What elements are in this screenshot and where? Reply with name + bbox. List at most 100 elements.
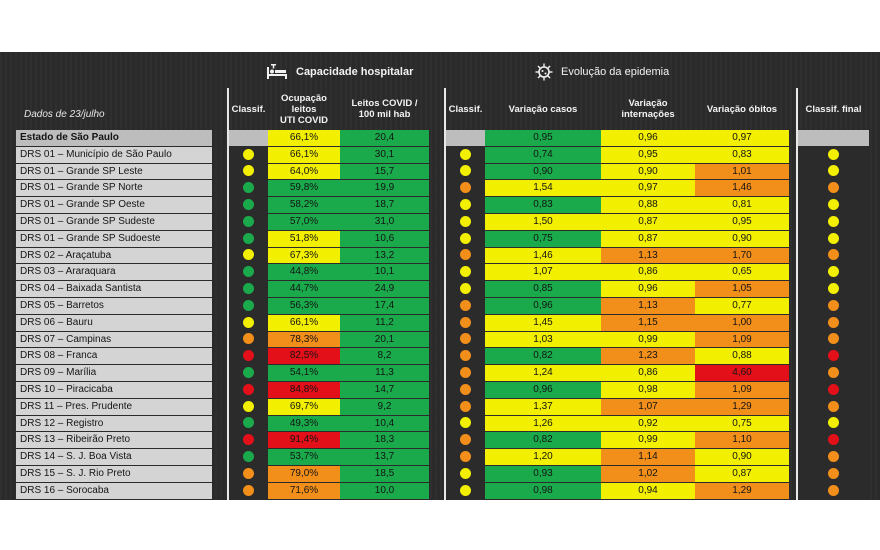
epidemic-classification-dot bbox=[444, 482, 485, 500]
status-dot-orange bbox=[828, 182, 839, 194]
status-dot-orange bbox=[828, 400, 839, 412]
region-name: DRS 06 – Bauru bbox=[16, 314, 212, 332]
beds-per-100k-value: 10,1 bbox=[340, 263, 429, 282]
capacity-classification-dot bbox=[227, 230, 268, 248]
capacity-classification-dot bbox=[227, 263, 268, 282]
final-classification-dot bbox=[796, 179, 869, 198]
status-dot-yellow bbox=[828, 148, 839, 160]
deaths-variation-value: 0,90 bbox=[695, 448, 789, 466]
icu-occupancy-value: 66,1% bbox=[268, 130, 340, 147]
hospitalizations-variation-value: 1,02 bbox=[601, 465, 695, 483]
cases-variation-value: 1,23 bbox=[485, 499, 601, 500]
icu-occupancy-value: 53,7% bbox=[268, 448, 340, 466]
final-classification-dot bbox=[796, 280, 869, 298]
cases-variation-header: Variação casos bbox=[508, 103, 578, 115]
status-dot-yellow bbox=[243, 148, 254, 160]
icu-occupancy-value: 69,7% bbox=[268, 398, 340, 416]
status-dot-orange bbox=[828, 249, 839, 261]
epidemic-classification-dot bbox=[444, 196, 485, 214]
hospitalizations-variation-value: 0,96 bbox=[601, 130, 695, 147]
final-classification-dot bbox=[796, 247, 869, 265]
table-row: DRS 01 – Grande SP Sudeste 57,0% 31,0 1,50 0… bbox=[16, 213, 869, 231]
cases-variation-value: 0,95 bbox=[485, 130, 601, 147]
deaths-variation-value: 0,97 bbox=[695, 130, 789, 147]
deaths-variation-value: 0,65 bbox=[695, 263, 789, 282]
cases-variation-value: 0,98 bbox=[485, 482, 601, 500]
status-dot-orange bbox=[828, 484, 839, 496]
table-row: DRS 08 – Franca 82,5% 8,2 0,82 1,23 0,88 bbox=[16, 347, 869, 366]
hospital-capacity-header: Capacidade hospitalar bbox=[266, 63, 413, 81]
cases-variation-value: 1,26 bbox=[485, 415, 601, 433]
beds-per-100k-value: 30,1 bbox=[340, 146, 429, 164]
classif-epidemic-header: Classif. bbox=[444, 88, 485, 130]
status-dot-yellow bbox=[243, 400, 254, 412]
final-classification-dot bbox=[796, 448, 869, 466]
state-row: Estado de São Paulo 66,1% 20,4 0,95 0,96 0,97 bbox=[16, 130, 869, 147]
icu-occupancy-value: 66,1% bbox=[268, 314, 340, 332]
status-dot-orange bbox=[460, 182, 471, 194]
status-dot-yellow bbox=[828, 266, 839, 278]
table-row: DRS 11 – Pres. Prudente 69,7% 9,2 1,37 1,07 1… bbox=[16, 398, 869, 416]
capacity-classification-dot bbox=[227, 331, 268, 349]
region-name: DRS 08 – Franca bbox=[16, 347, 212, 366]
icu-occupancy-value: 67,3% bbox=[268, 247, 340, 265]
status-dot-yellow bbox=[460, 232, 471, 244]
status-dot-yellow bbox=[460, 467, 471, 479]
beds-per-100k-value: 18,7 bbox=[340, 196, 429, 214]
status-dot-yellow bbox=[460, 266, 471, 278]
status-dot-yellow bbox=[828, 215, 839, 227]
region-name: DRS 01 – Grande SP Leste bbox=[16, 163, 212, 181]
cases-variation-value: 0,82 bbox=[485, 347, 601, 366]
table-row: DRS 12 – Registro 49,3% 10,4 1,26 0,92 0,75 bbox=[16, 415, 869, 433]
final-classification-dot bbox=[796, 163, 869, 181]
deaths-variation-value: 1,05 bbox=[695, 280, 789, 298]
epidemic-classification-dot bbox=[444, 280, 485, 298]
status-dot-green bbox=[243, 451, 254, 462]
status-dot-green bbox=[243, 283, 254, 295]
epidemic-classification-dot bbox=[444, 331, 485, 349]
status-dot-orange bbox=[828, 367, 839, 379]
status-dot-orange bbox=[460, 434, 471, 446]
status-dot-orange bbox=[460, 367, 471, 379]
cases-variation-value: 0,82 bbox=[485, 431, 601, 450]
final-classification-dot bbox=[796, 364, 869, 382]
status-dot-green bbox=[243, 199, 254, 211]
final-classification-dot bbox=[796, 381, 869, 399]
capacity-classification-dot bbox=[227, 297, 268, 315]
final-classif-header: Classif. final bbox=[796, 88, 869, 130]
final-classification-dot bbox=[796, 499, 869, 500]
hospitalizations-variation-value: 1,07 bbox=[601, 398, 695, 416]
table-row: DRS 06 – Bauru 66,1% 11,2 1,45 1,15 1,00 bbox=[16, 314, 869, 332]
final-classification-dot bbox=[796, 230, 869, 248]
capacity-classification-dot bbox=[227, 280, 268, 298]
table-row: DRS 01 – Grande SP Leste 64,0% 15,7 0,90 0,9… bbox=[16, 163, 869, 181]
deaths-variation-value: 1,70 bbox=[695, 247, 789, 265]
status-dot-yellow bbox=[828, 232, 839, 244]
beds-per-100k-value: 18,5 bbox=[340, 465, 429, 483]
virus-icon bbox=[535, 63, 553, 81]
epidemic-classification-dot bbox=[444, 499, 485, 500]
capacity-classification-dot bbox=[227, 448, 268, 466]
deaths-variation-value: 1,46 bbox=[695, 179, 789, 198]
table-row: DRS 01 – Grande SP Sudoeste 51,8% 10,6 0,75… bbox=[16, 230, 869, 248]
beds-per-100k-value: 14,7 bbox=[340, 381, 429, 399]
hospital-bed-icon bbox=[266, 64, 288, 80]
deaths-variation-value: 0,90 bbox=[695, 230, 789, 248]
epidemic-classification-dot bbox=[444, 179, 485, 198]
status-dot-yellow bbox=[243, 249, 254, 261]
status-dot-yellow bbox=[243, 316, 254, 328]
icu-occupancy-value: 64,0% bbox=[268, 163, 340, 181]
hospitalizations-variation-value: 0,96 bbox=[601, 280, 695, 298]
beds-per-100k-value: 15,6 bbox=[340, 499, 429, 500]
status-dot-orange bbox=[460, 333, 471, 345]
icu-occupancy-value: 91,4% bbox=[268, 431, 340, 450]
cases-variation-value: 0,83 bbox=[485, 196, 601, 214]
cases-variation-value: 0,96 bbox=[485, 297, 601, 315]
status-dot-green bbox=[243, 299, 254, 311]
deaths-variation-value: 1,20 bbox=[695, 499, 789, 500]
final-classification-dot bbox=[796, 263, 869, 282]
icu-occupancy-value: 82,5% bbox=[268, 347, 340, 366]
capacity-classification-dot bbox=[227, 196, 268, 214]
status-dot-yellow bbox=[460, 215, 471, 227]
deaths-variation-value: 1,29 bbox=[695, 398, 789, 416]
